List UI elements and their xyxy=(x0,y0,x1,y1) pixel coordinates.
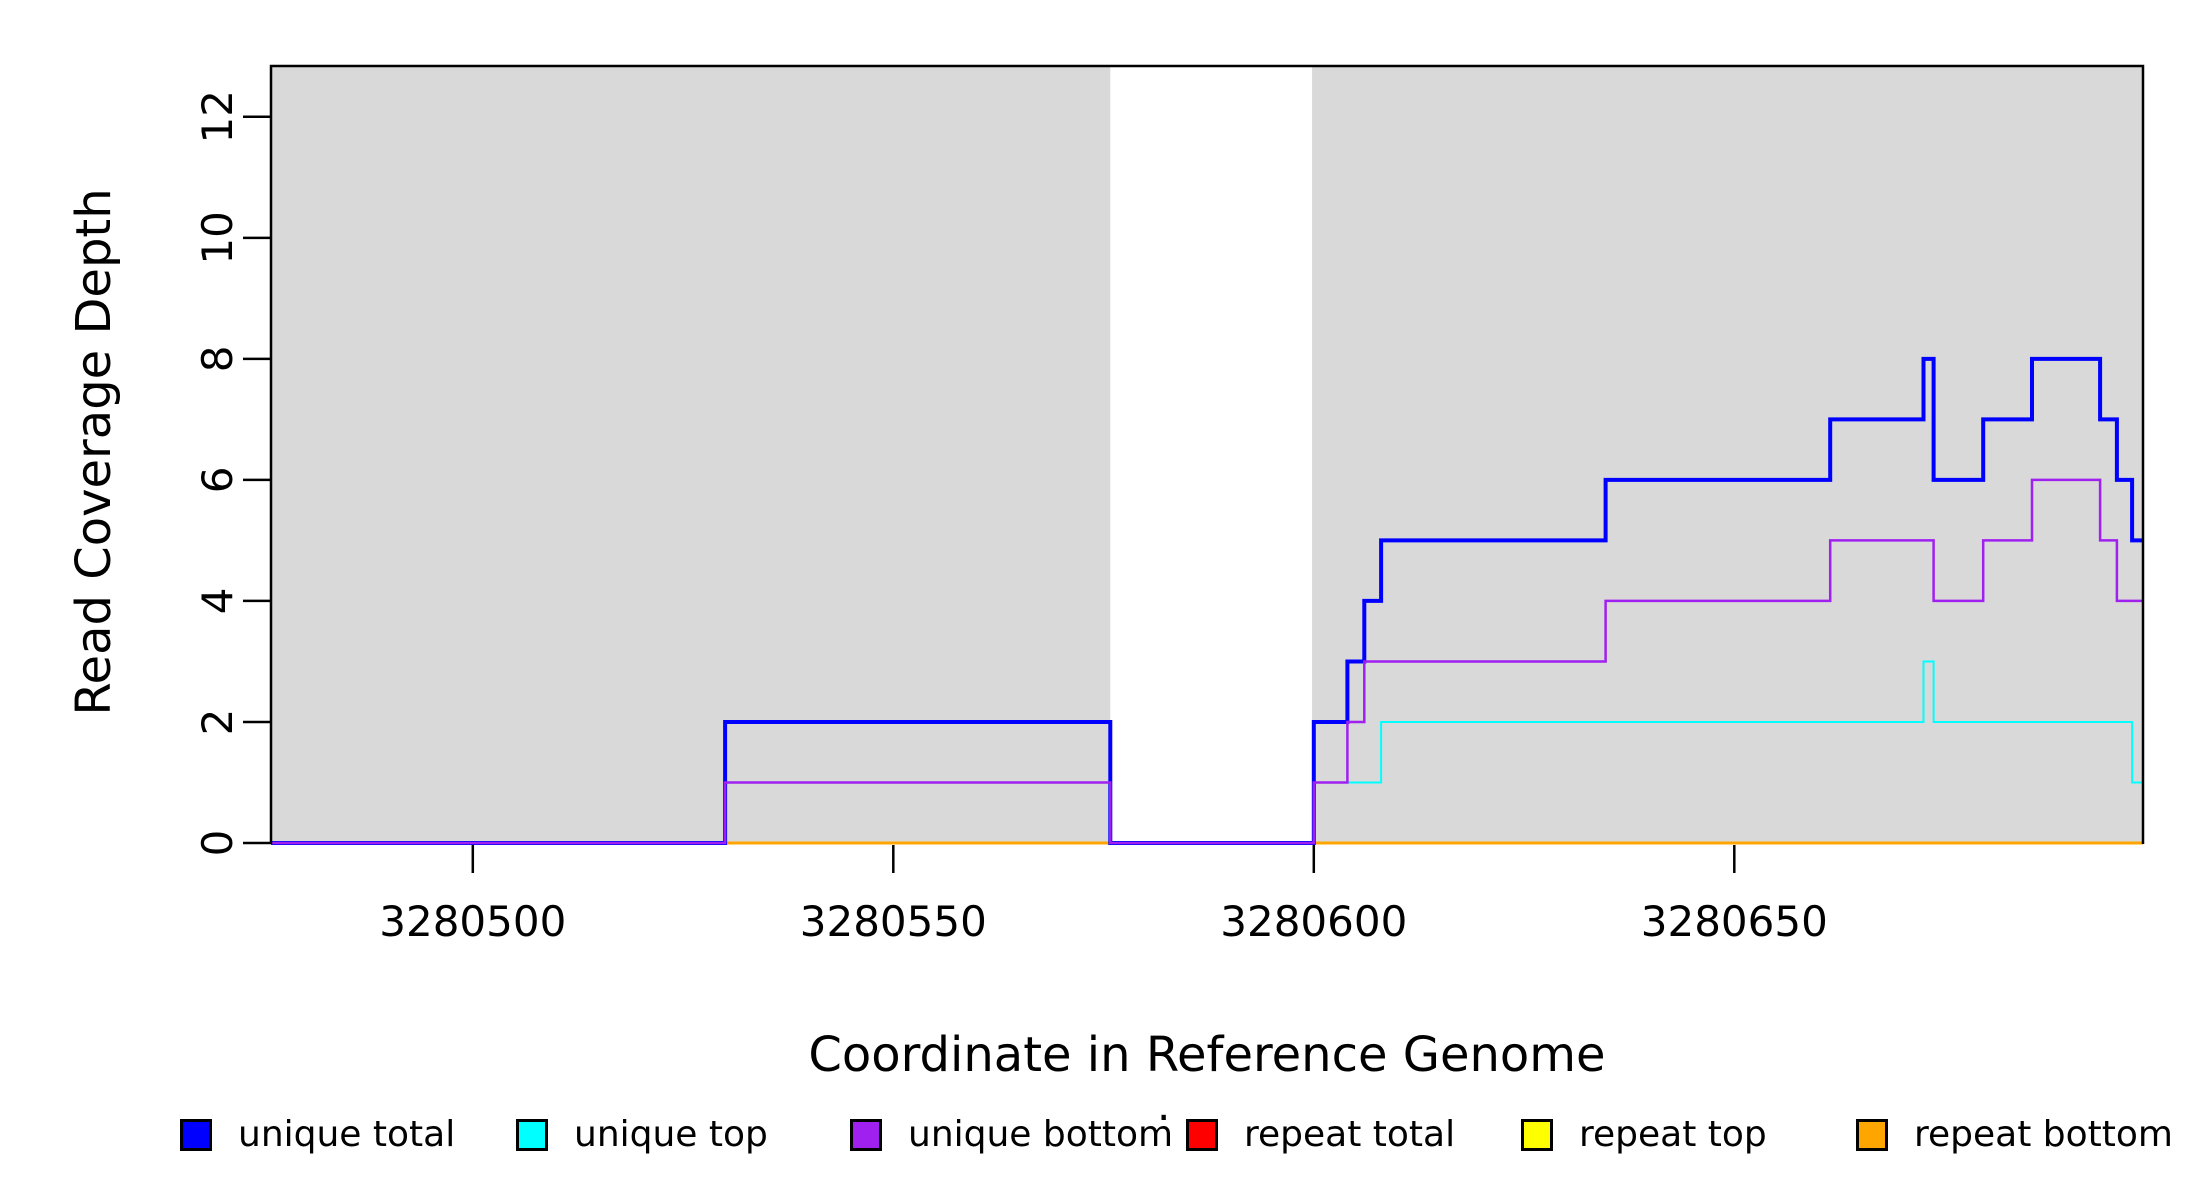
y-tick-label: 12 xyxy=(193,90,242,143)
legend-swatch-unique-total-icon xyxy=(180,1119,212,1151)
legend-label-unique-top: unique top xyxy=(574,1114,768,1155)
series-line-unique-bottom xyxy=(271,478,2143,845)
y-tick-label: 4 xyxy=(193,588,242,615)
legend-item-repeat-top: repeat top xyxy=(1521,1116,1767,1154)
y-tick-label: 6 xyxy=(193,467,242,494)
legend-label-unique-total: unique total xyxy=(238,1114,456,1155)
x-tick-label: 3280550 xyxy=(800,897,987,946)
legend-label-repeat-bottom: repeat bottom xyxy=(1914,1114,2173,1155)
legend-label-repeat-total: repeat total xyxy=(1244,1114,1456,1155)
y-tick-label: 8 xyxy=(193,346,242,373)
x-tick-label: 3280600 xyxy=(1220,897,1407,946)
legend-swatch-unique-bottom-icon xyxy=(850,1119,882,1151)
y-axis-title: Read Coverage Depth xyxy=(66,188,122,715)
legend-item-repeat-total: repeat total xyxy=(1186,1116,1455,1154)
legend-swatch-unique-top-icon xyxy=(516,1119,548,1151)
y-tick-label: 2 xyxy=(193,709,242,736)
legend-swatch-repeat-bottom-icon xyxy=(1856,1119,1888,1151)
legend-label-repeat-top: repeat top xyxy=(1579,1114,1767,1155)
y-tick-label: 10 xyxy=(193,211,242,264)
x-axis-title: Coordinate in Reference Genome xyxy=(808,1027,1605,1083)
legend-item-unique-bottom: unique bottom xyxy=(850,1116,1173,1154)
x-tick-label: 3280650 xyxy=(1641,897,1828,946)
x-tick-label: 3280500 xyxy=(379,897,566,946)
legend-label-unique-bottom: unique bottom xyxy=(908,1114,1174,1155)
legend-swatch-repeat-top-icon xyxy=(1521,1119,1553,1151)
chart-layers: 3280500 3280550 3280600 3280650 0 2 4 6 8 10 12 xyxy=(193,64,2145,946)
y-tick-label: 0 xyxy=(193,830,242,857)
legend-item-unique-top: unique top xyxy=(516,1116,768,1154)
legend-swatch-repeat-total-icon xyxy=(1186,1119,1218,1151)
legend-item-repeat-bottom: repeat bottom xyxy=(1856,1116,2173,1154)
shaded-region-1 xyxy=(271,66,1111,843)
legend-item-unique-total: unique total xyxy=(180,1116,455,1154)
legend-separator-dot: . xyxy=(1157,1081,1171,1130)
shaded-region-2 xyxy=(1312,66,2143,843)
